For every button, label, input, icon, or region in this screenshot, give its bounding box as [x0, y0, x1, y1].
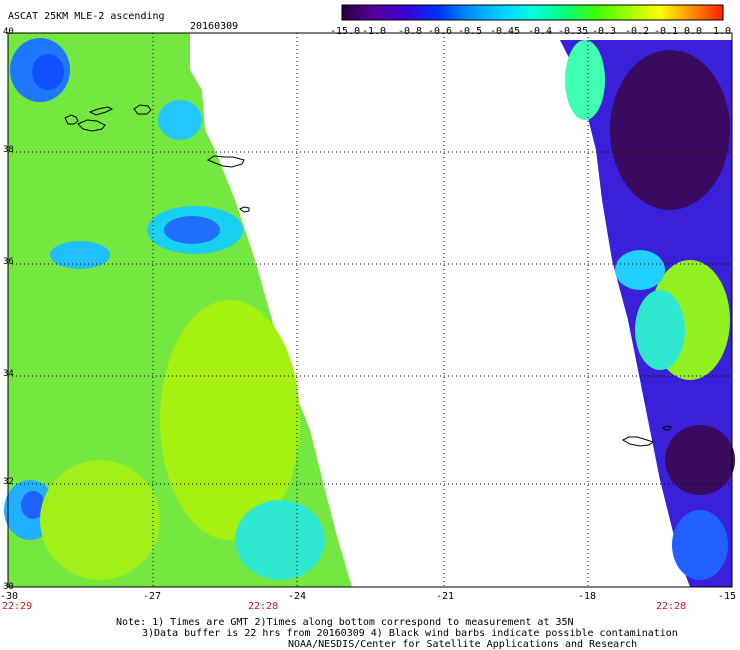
swath-patch: [235, 500, 325, 580]
lon-label: -27: [143, 591, 162, 602]
colorbar-tick: -0.1: [654, 26, 679, 37]
swath-patch: [50, 241, 110, 269]
lat-label: 30: [3, 582, 14, 592]
colorbar-tick: 1.0: [713, 26, 732, 37]
lat-label: 34: [3, 369, 14, 379]
lon-label: -15: [718, 591, 737, 602]
colorbar-gradient: [341, 4, 724, 21]
map-title: ASCAT 25KM MLE-2 ascending: [8, 11, 165, 22]
island-madeira: [621, 436, 655, 447]
island-outlines: [64, 104, 672, 447]
swath-patch: [635, 290, 685, 370]
east-swath: [560, 40, 735, 587]
colorbar-tick: -0.8: [398, 26, 423, 37]
island-sao-miguel: [206, 155, 245, 168]
note-line-3: NOAA/NESDIS/Center for Satellite Applica…: [288, 639, 638, 650]
swath-patch: [40, 460, 160, 580]
colorbar-tick: -0.45: [490, 26, 521, 37]
note-line-1: Note: 1) Times are GMT 2)Times along bot…: [116, 617, 574, 628]
colorbar-tick: -0.35: [558, 26, 589, 37]
lon-label: -24: [288, 591, 307, 602]
swath-patch: [21, 491, 45, 519]
time-label: 22:28: [248, 601, 279, 612]
lat-label: 40: [3, 27, 14, 37]
colorbar-tick: -1.0: [362, 26, 387, 37]
lon-label: -18: [578, 591, 597, 602]
colorbar-tick: -0.4: [528, 26, 553, 37]
island-santa-maria: [239, 206, 250, 213]
colorbar-tick: 0.0: [684, 26, 703, 37]
lon-label: -21: [436, 591, 455, 602]
swath-patch: [665, 425, 735, 495]
plot-frame: [7, 32, 733, 588]
lon-label: -30: [0, 591, 19, 602]
time-label: 22:28: [656, 601, 687, 612]
swath-patch: [160, 300, 300, 540]
map-date: 20160309: [190, 21, 239, 32]
swath-patch: [615, 250, 665, 290]
lat-label: 36: [3, 257, 14, 267]
swath-patch: [565, 40, 605, 120]
colorbar-tick: -15.0: [330, 26, 361, 37]
colorbar-tick: -0.3: [592, 26, 617, 37]
time-label: 22:29: [2, 601, 33, 612]
swath-patch: [32, 54, 64, 90]
colorbar: [341, 4, 724, 21]
island-porto-santo: [662, 425, 672, 431]
colorbar-tick: -0.5: [458, 26, 483, 37]
colorbar-tick: -0.6: [428, 26, 453, 37]
lat-label: 38: [3, 145, 14, 155]
island-pico: [88, 106, 114, 116]
swath-patch: [158, 100, 202, 140]
lat-label: 32: [3, 477, 14, 487]
swath-patch: [672, 510, 728, 580]
swath-patch: [164, 216, 220, 244]
grid: [8, 33, 732, 587]
island-terceira: [133, 104, 152, 115]
west-swath: [4, 33, 352, 587]
colorbar-tick: -0.2: [625, 26, 650, 37]
swath-patch: [610, 50, 730, 210]
island-faial: [77, 119, 106, 132]
island-flores: [64, 114, 79, 125]
note-line-2: 3)Data buffer is 22 hrs from 20160309 4)…: [142, 628, 678, 639]
